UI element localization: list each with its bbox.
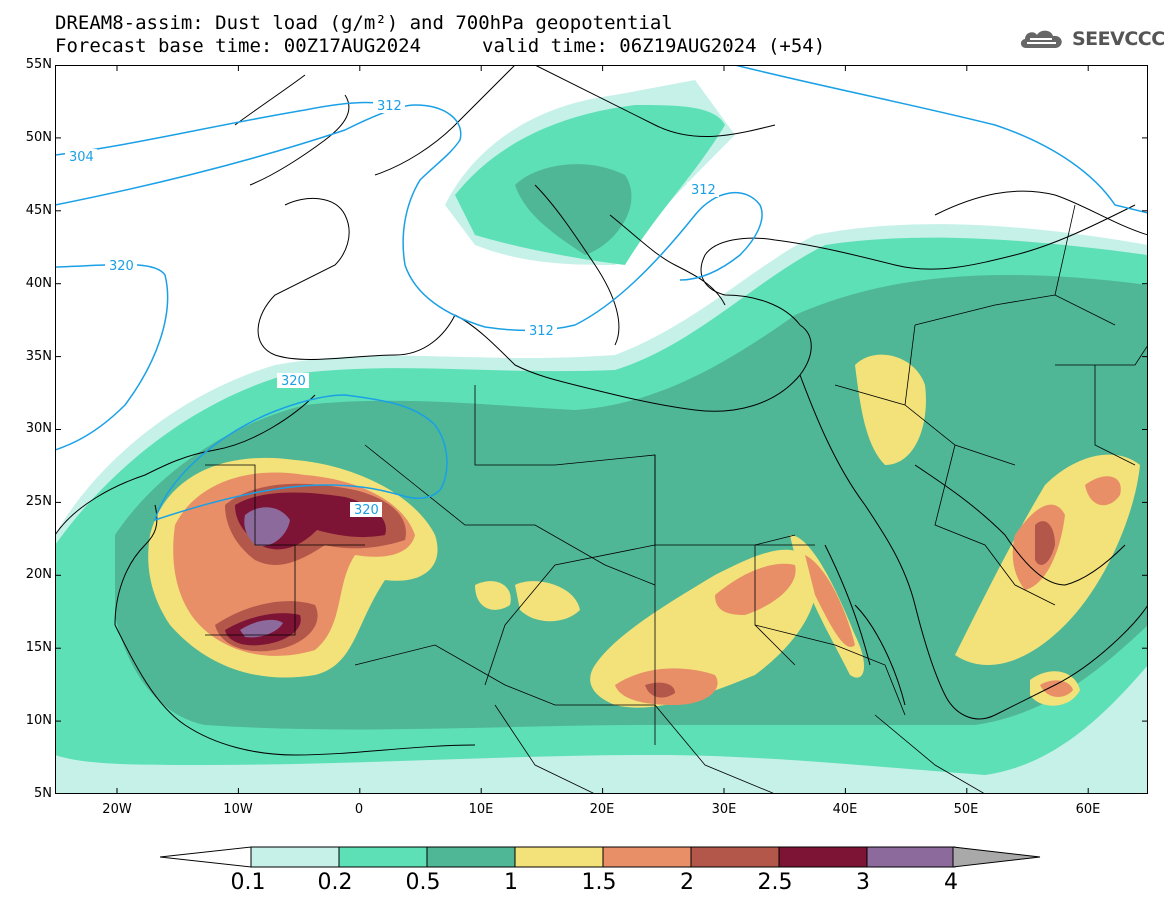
lat-label-5n: 5N — [34, 786, 52, 801]
lon-label-60e: 60E — [1075, 802, 1101, 817]
colorbar-label: 0.2 — [317, 870, 353, 895]
colorbar-low-triangle — [160, 846, 252, 868]
colorbar-label: 1 — [504, 870, 518, 895]
axis-ticks — [55, 65, 1148, 794]
colorbar-label: 3 — [856, 870, 870, 895]
contour-label: 312 — [377, 99, 402, 114]
contour-label: 312 — [691, 183, 716, 198]
contour-label: 320 — [281, 374, 306, 389]
lat-label-40n: 40N — [25, 276, 52, 291]
lon-label-20e: 20E — [589, 802, 615, 817]
lat-label-45n: 45N — [25, 203, 52, 218]
colorbar-label: 0.5 — [405, 870, 441, 895]
colorbar-swatch — [338, 846, 428, 868]
contour-label: 304 — [69, 150, 94, 165]
seevccc-logo: SEEVCCC — [1018, 26, 1165, 52]
contour-label: 320 — [354, 503, 379, 518]
lat-label-15n: 15N — [25, 640, 52, 655]
colorbar-swatch — [690, 846, 780, 868]
map-canvas: 304 312 312 312 320 320 320 — [55, 65, 1148, 794]
contour-312-east — [574, 191, 763, 326]
contour-320-closed — [153, 394, 448, 522]
forecast-base-time: Forecast base time: 00Z17AUG2024 — [55, 35, 422, 57]
map-title: DREAM8-assim: Dust load (g/m²) and 700hP… — [55, 12, 673, 34]
lat-label-50n: 50N — [25, 130, 52, 145]
contour-label: 320 — [109, 259, 134, 274]
contour-312-north — [734, 65, 1148, 214]
contour-label: 312 — [529, 324, 554, 339]
cloud-icon — [1020, 30, 1062, 48]
colorbar-label: 2 — [680, 870, 694, 895]
colorbar-high-triangle — [952, 846, 1041, 868]
lat-label-35n: 35N — [25, 349, 52, 364]
lon-label-10e: 10E — [468, 802, 494, 817]
valid-time: valid time: 06Z19AUG2024 (+54) — [482, 35, 826, 57]
lat-label-55n: 55N — [25, 57, 52, 72]
colorbar-label: 4 — [944, 870, 958, 895]
lon-label-30e: 30E — [711, 802, 737, 817]
lat-label-20n: 20N — [25, 567, 52, 582]
dust-load-map: 304 312 312 312 320 320 320 — [55, 65, 1148, 794]
lon-label-50e: 50E — [953, 802, 979, 817]
contour-labels: 304 312 312 312 320 320 320 — [65, 98, 719, 518]
lat-label-25n: 25N — [25, 494, 52, 509]
colorbar-swatch — [514, 846, 604, 868]
lon-label-10w: 10W — [223, 802, 253, 817]
colorbar-label: 0.1 — [230, 870, 266, 895]
colorbar-swatch — [778, 846, 868, 868]
colorbar-swatch — [866, 846, 956, 868]
lat-label-10n: 10N — [25, 713, 52, 728]
lat-label-30n: 30N — [25, 421, 52, 436]
colorbar — [160, 846, 1041, 868]
coastlines — [55, 65, 1148, 756]
colorbar-swatch — [602, 846, 692, 868]
lon-label-20w: 20W — [102, 802, 132, 817]
colorbar-swatch — [250, 846, 340, 868]
contour-312-west — [55, 104, 576, 332]
dust-layer-3 — [240, 507, 290, 638]
colorbar-label: 1.5 — [581, 870, 617, 895]
country-borders — [205, 204, 1148, 794]
lon-label-0: 0 — [354, 802, 364, 817]
colorbar-label: 2.5 — [757, 870, 793, 895]
logo-text: SEEVCCC — [1072, 28, 1165, 50]
lon-label-40e: 40E — [832, 802, 858, 817]
colorbar-swatch — [426, 846, 516, 868]
